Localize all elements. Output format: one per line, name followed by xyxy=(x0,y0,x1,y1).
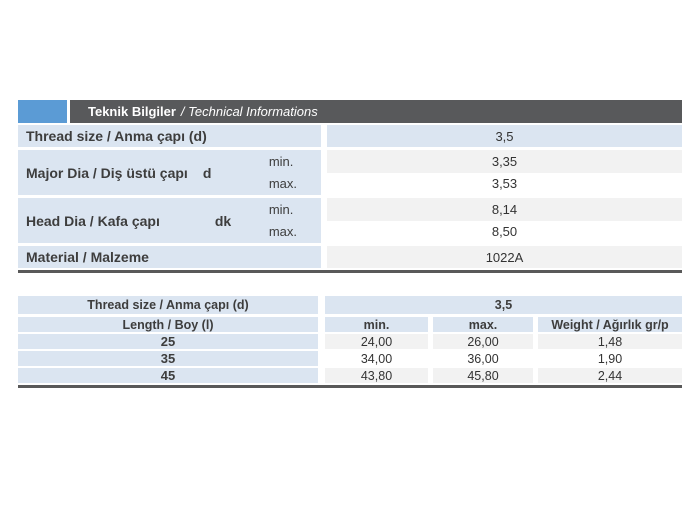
min-value: 24,00 xyxy=(325,334,428,349)
thread-size-value: 3,5 xyxy=(327,125,682,147)
min-value: 43,80 xyxy=(325,368,428,383)
head-dia-symbol: dk xyxy=(214,212,232,229)
col-header-max: max. xyxy=(433,317,533,332)
material-value: 1022A xyxy=(327,246,682,268)
head-dia-min-value: 8,14 xyxy=(327,198,682,221)
thread-size-value-cell: 3,5 xyxy=(327,125,682,147)
head-dia-value-cells: 8,14 8,50 xyxy=(327,198,682,243)
length-value: 25 xyxy=(18,334,318,349)
head-dia-label: Head Dia / Kafa çapı xyxy=(26,212,160,229)
length-table-bottom-rule xyxy=(18,385,682,388)
major-dia-value-cells: 3,35 3,53 xyxy=(327,150,682,195)
major-dia-label-cell: Major Dia / Diş üstü çapı d min. max. xyxy=(18,150,321,195)
col-header-weight: Weight / Ağırlık gr/p xyxy=(538,317,682,332)
spec-table: Teknik Bilgiler / Technical Informations… xyxy=(18,100,682,273)
length-thread-label: Thread size / Anma çapı (d) xyxy=(18,296,318,314)
thread-size-label-cell: Thread size / Anma çapı (d) xyxy=(18,125,321,147)
section-header: Teknik Bilgiler / Technical Informations xyxy=(18,100,682,123)
major-min-label: min. xyxy=(268,153,294,169)
length-table-thread-row: Thread size / Anma çapı (d) 3,5 xyxy=(18,296,682,314)
material-label-cell: Material / Malzeme xyxy=(18,246,321,268)
major-dia-label: Major Dia / Diş üstü çapı xyxy=(26,164,188,181)
major-dia-symbol: d xyxy=(202,164,212,181)
table-row: 35 34,00 36,00 1,90 xyxy=(18,351,682,366)
material-label: Material / Malzeme xyxy=(26,249,149,265)
min-value: 34,00 xyxy=(325,351,428,366)
head-max-label: max. xyxy=(268,224,297,240)
head-min-label: min. xyxy=(268,201,294,217)
head-dia-label-cell: Head Dia / Kafa çapı dk min. max. xyxy=(18,198,321,243)
max-value: 36,00 xyxy=(433,351,533,366)
row-major-dia: Major Dia / Diş üstü çapı d min. max. 3,… xyxy=(18,150,682,195)
table-row: 45 43,80 45,80 2,44 xyxy=(18,368,682,383)
spec-table-bottom-rule xyxy=(18,270,682,273)
length-table-header-row: Length / Boy (l) min. max. Weight / Ağır… xyxy=(18,317,682,332)
weight-value: 1,48 xyxy=(538,334,682,349)
major-dia-minmax-labels: min. max. xyxy=(269,150,297,195)
weight-value: 2,44 xyxy=(538,368,682,383)
max-value: 26,00 xyxy=(433,334,533,349)
length-thread-value: 3,5 xyxy=(325,296,682,314)
row-thread-size: Thread size / Anma çapı (d) 3,5 xyxy=(18,125,682,147)
thread-size-label: Thread size / Anma çapı (d) xyxy=(26,128,207,144)
head-dia-minmax-labels: min. max. xyxy=(269,198,297,243)
table-row: 25 24,00 26,00 1,48 xyxy=(18,334,682,349)
row-head-dia: Head Dia / Kafa çapı dk min. max. 8,14 8… xyxy=(18,198,682,243)
length-value: 35 xyxy=(18,351,318,366)
max-value: 45,80 xyxy=(433,368,533,383)
section-title-en: / Technical Informations xyxy=(180,104,318,119)
material-value-cell: 1022A xyxy=(327,246,682,268)
major-dia-max-value: 3,53 xyxy=(327,172,682,195)
head-dia-max-value: 8,50 xyxy=(327,220,682,243)
major-max-label: max. xyxy=(268,176,297,192)
section-title-tr: Teknik Bilgiler xyxy=(88,104,176,119)
col-header-length: Length / Boy (l) xyxy=(18,317,318,332)
length-value: 45 xyxy=(18,368,318,383)
accent-block xyxy=(18,100,67,123)
col-header-min: min. xyxy=(325,317,428,332)
major-dia-min-value: 3,35 xyxy=(327,150,682,173)
weight-value: 1,90 xyxy=(538,351,682,366)
row-material: Material / Malzeme 1022A xyxy=(18,246,682,268)
length-table: Thread size / Anma çapı (d) 3,5 Length /… xyxy=(18,296,682,388)
section-title-bar: Teknik Bilgiler / Technical Informations xyxy=(70,100,682,123)
